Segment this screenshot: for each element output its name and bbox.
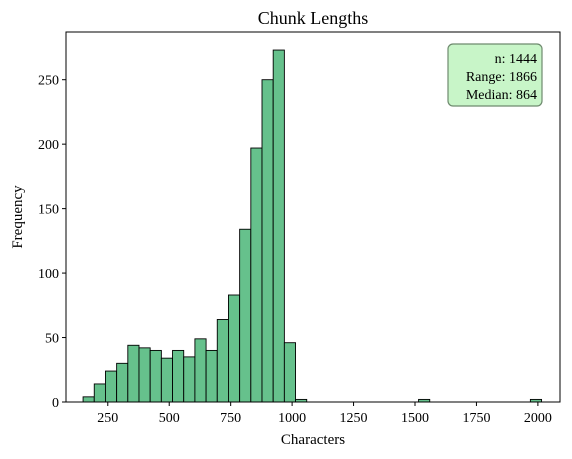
histogram-bar	[183, 356, 196, 403]
y-tick-label: 250	[38, 74, 59, 89]
stats-box: n: 1444 Range: 1866 Median: 864	[447, 43, 543, 107]
chart-title: Chunk Lengths	[258, 8, 369, 28]
y-axis-ticks: 0 50 100 150 200 250	[38, 74, 66, 411]
histogram-bar	[172, 349, 185, 403]
histogram-bar	[205, 349, 218, 403]
y-tick-label: 150	[38, 203, 59, 218]
histogram-bars	[82, 49, 543, 403]
x-tick-label: 2000	[524, 411, 552, 426]
stats-range: Range: 1866	[466, 70, 537, 85]
y-tick-label: 100	[38, 267, 59, 282]
y-tick-label: 50	[45, 332, 59, 347]
histogram-bar	[93, 383, 106, 403]
x-tick-label: 1750	[462, 411, 490, 426]
y-axis-label: Frequency	[10, 185, 26, 249]
histogram-bar	[138, 347, 151, 403]
histogram-bar	[216, 319, 229, 403]
x-axis-ticks: 250 500 750 1000 1250 1500 1750 2000	[97, 402, 552, 426]
x-tick-label: 1500	[401, 411, 429, 426]
histogram-bar	[261, 79, 274, 403]
y-tick-label: 0	[52, 396, 59, 411]
histogram-bar	[239, 228, 252, 403]
histogram-bar	[116, 362, 129, 403]
plot-frame	[65, 31, 561, 403]
x-tick-label: 500	[159, 411, 180, 426]
histogram-bar	[250, 147, 263, 403]
stats-median: Median: 864	[466, 88, 537, 103]
histogram-bar	[227, 294, 241, 403]
x-tick-label: 1250	[340, 411, 368, 426]
histogram-bar	[149, 349, 162, 403]
histogram-bar	[127, 344, 140, 403]
stats-n: n: 1444	[495, 52, 537, 67]
x-axis-label: Characters	[281, 432, 345, 448]
histogram-bar	[82, 396, 95, 403]
x-tick-label: 250	[97, 411, 118, 426]
histogram-bar	[160, 357, 173, 403]
histogram-bar	[272, 49, 285, 403]
histogram-bar	[194, 338, 207, 403]
x-tick-label: 750	[220, 411, 241, 426]
stats-box-background	[447, 43, 543, 107]
y-tick-label: 200	[38, 138, 59, 153]
x-tick-label: 1000	[278, 411, 306, 426]
histogram-bar	[104, 370, 118, 403]
histogram-bar	[283, 342, 296, 403]
